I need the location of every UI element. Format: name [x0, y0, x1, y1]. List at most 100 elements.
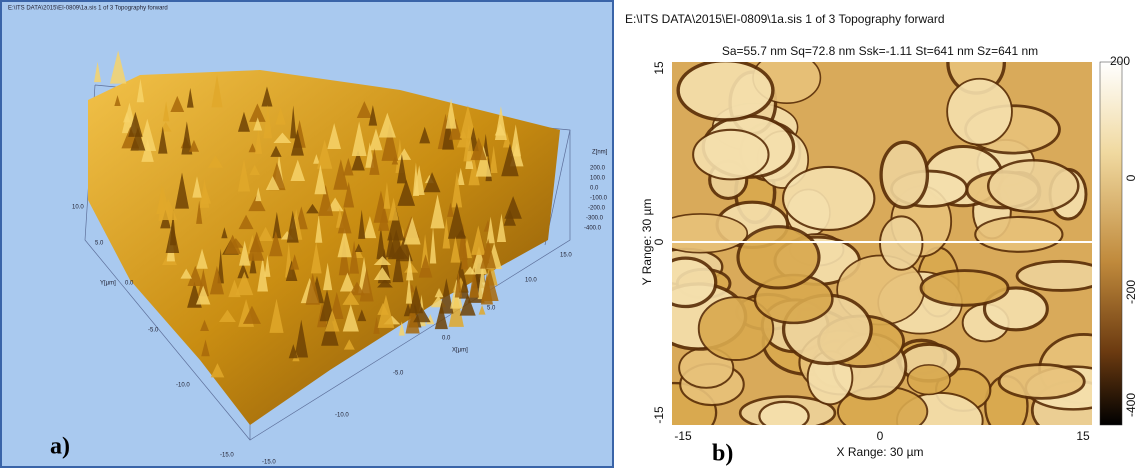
spike — [358, 209, 366, 239]
spike — [314, 164, 327, 195]
spike — [109, 50, 127, 84]
spike — [237, 262, 249, 279]
spike — [269, 231, 283, 257]
y-tick-label: 15 — [652, 61, 666, 75]
spike — [175, 172, 189, 209]
stats: Sa=55.7 nm Sq=72.8 nm Ssk=-1.11 St=641 n… — [722, 44, 1038, 58]
spike — [343, 157, 354, 176]
spike — [503, 209, 516, 226]
spike — [480, 238, 497, 269]
spike — [349, 281, 365, 296]
surface-texture — [94, 50, 524, 378]
spike — [238, 214, 254, 230]
colorbar-tick-label: -200 — [1124, 280, 1138, 304]
spike — [377, 279, 393, 288]
spike — [209, 265, 224, 295]
spike — [447, 202, 454, 217]
spike — [373, 256, 392, 266]
spike — [434, 287, 444, 298]
spike — [273, 132, 292, 143]
spike — [408, 285, 424, 314]
spike — [196, 248, 208, 269]
spike — [114, 95, 121, 107]
spike — [356, 101, 372, 119]
colorbar-tick-label: 200 — [1110, 54, 1130, 68]
spike — [306, 203, 319, 214]
spike — [385, 231, 396, 258]
spike — [290, 105, 297, 139]
spike — [471, 225, 486, 255]
spike — [377, 294, 395, 328]
spike — [354, 243, 363, 252]
spike — [342, 291, 360, 305]
spike — [373, 267, 391, 281]
spike — [272, 211, 282, 239]
afm-texture — [672, 62, 1092, 425]
spike — [413, 307, 431, 323]
grain — [781, 165, 876, 232]
spike — [186, 87, 194, 108]
z-tick-label: 0.0 — [590, 186, 599, 192]
spike — [378, 112, 396, 138]
spike — [255, 187, 262, 202]
spike — [391, 246, 409, 259]
spike — [136, 78, 145, 103]
surface-3d — [88, 70, 560, 425]
x-tick-label: -15.0 — [262, 460, 276, 466]
spike — [451, 172, 463, 208]
x-tick-label: 15 — [1076, 429, 1090, 443]
grain — [692, 128, 770, 181]
spike — [180, 268, 192, 279]
spike — [158, 183, 165, 210]
z-axis-label: Z[nm] — [592, 150, 608, 156]
z-tick-label: -400.0 — [584, 226, 602, 232]
spike — [327, 123, 341, 150]
spike — [429, 226, 437, 264]
spike — [480, 273, 494, 305]
x-tick-label: -15 — [674, 429, 692, 443]
colorbar — [1099, 61, 1123, 426]
spike — [159, 198, 178, 221]
spike — [430, 194, 445, 229]
spike — [448, 118, 462, 140]
spike — [310, 242, 322, 274]
z-tick-label: 100.0 — [590, 176, 606, 182]
grain — [672, 213, 749, 254]
panel-a-title: E:\ITS DATA\2015\EI-0809\1a.sis 1 of 3 T… — [8, 6, 168, 12]
spike — [447, 202, 466, 239]
colorbar-tick-label: 0 — [1124, 174, 1138, 181]
spike — [421, 234, 430, 268]
spike — [445, 98, 457, 129]
x-tick-label: 15.0 — [560, 253, 572, 259]
y-axis-label: Y Range: 30 µm — [640, 199, 654, 286]
spike — [265, 175, 280, 190]
spike — [261, 86, 273, 107]
spike — [337, 228, 352, 258]
spike — [378, 206, 390, 231]
grain — [919, 269, 1010, 307]
spike — [387, 206, 405, 241]
x-axis-label: X Range: 30 µm — [837, 445, 924, 459]
x-tick-label: 5.0 — [487, 306, 496, 312]
spike — [248, 143, 257, 153]
spike — [285, 260, 298, 281]
spike — [324, 309, 340, 332]
spike — [275, 107, 286, 125]
spike — [196, 285, 211, 305]
spike — [130, 127, 146, 151]
spike — [187, 265, 204, 286]
y-tick-label: -5.0 — [148, 328, 159, 334]
grain — [997, 363, 1086, 400]
z-tick-label: -100.0 — [590, 196, 608, 202]
z-tick-label: -200.0 — [588, 206, 606, 212]
spike — [373, 316, 380, 334]
spike — [286, 210, 299, 243]
spike — [200, 319, 209, 332]
spike — [397, 179, 416, 206]
spike — [94, 61, 102, 83]
spike — [439, 278, 454, 314]
spike — [459, 105, 477, 139]
spike — [381, 123, 399, 161]
spike — [196, 200, 203, 224]
